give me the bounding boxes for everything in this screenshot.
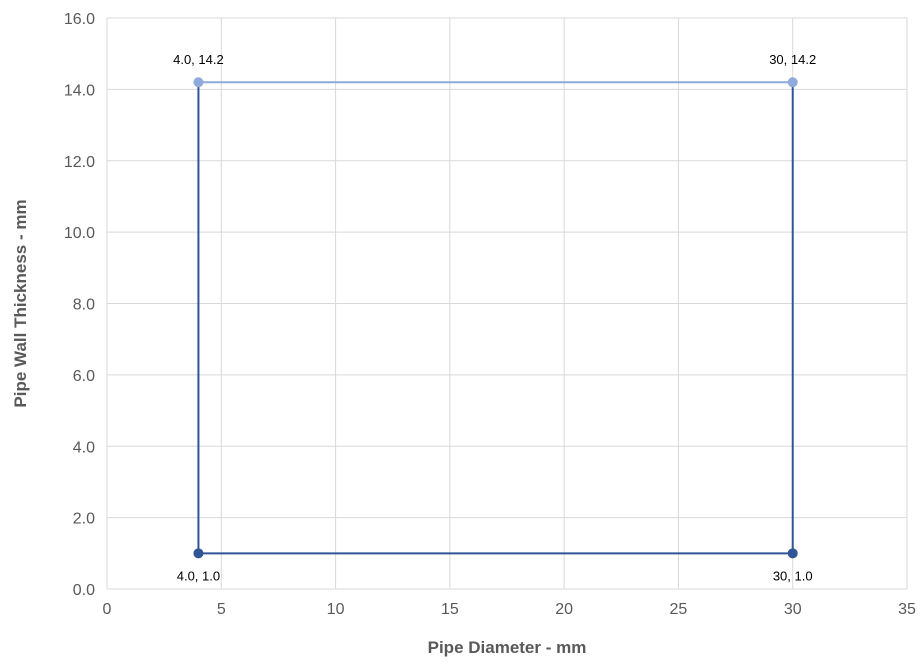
grid xyxy=(106,17,908,590)
x-axis-ticks: 0 5 10 15 20 25 30 35 xyxy=(103,601,916,618)
data-label: 4.0, 14.2 xyxy=(173,52,224,67)
y-tick-label: 14.0 xyxy=(64,82,95,99)
series-layer: 4.0, 1.0 30, 1.0 30, 14.2 4.0, 14.2 xyxy=(173,52,816,583)
y-axis-ticks: 0.0 2.0 4.0 6.0 8.0 10.0 12.0 14.0 16.0 xyxy=(64,11,95,599)
x-tick-label: 25 xyxy=(670,601,688,618)
x-axis-title: Pipe Diameter - mm xyxy=(428,638,587,657)
y-tick-label: 8.0 xyxy=(73,297,95,314)
data-label: 30, 1.0 xyxy=(773,568,813,583)
x-tick-label: 35 xyxy=(898,601,916,618)
data-point xyxy=(193,548,204,559)
y-tick-label: 2.0 xyxy=(73,511,95,528)
y-tick-label: 16.0 xyxy=(64,11,95,28)
x-tick-label: 10 xyxy=(327,601,345,618)
x-tick-label: 15 xyxy=(441,601,459,618)
data-label: 30, 14.2 xyxy=(769,52,816,67)
y-tick-label: 10.0 xyxy=(64,225,95,242)
data-point xyxy=(787,548,798,559)
data-label: 4.0, 1.0 xyxy=(177,568,220,583)
y-tick-label: 4.0 xyxy=(73,439,95,456)
y-axis-title: Pipe Wall Thickness - mm xyxy=(11,199,30,407)
x-tick-label: 30 xyxy=(784,601,802,618)
x-tick-label: 20 xyxy=(555,601,573,618)
y-tick-label: 0.0 xyxy=(73,582,95,599)
data-point xyxy=(787,77,798,88)
y-tick-label: 12.0 xyxy=(64,154,95,171)
x-tick-label: 5 xyxy=(217,601,226,618)
data-point xyxy=(193,77,204,88)
y-tick-label: 6.0 xyxy=(73,368,95,385)
x-tick-label: 0 xyxy=(103,601,112,618)
